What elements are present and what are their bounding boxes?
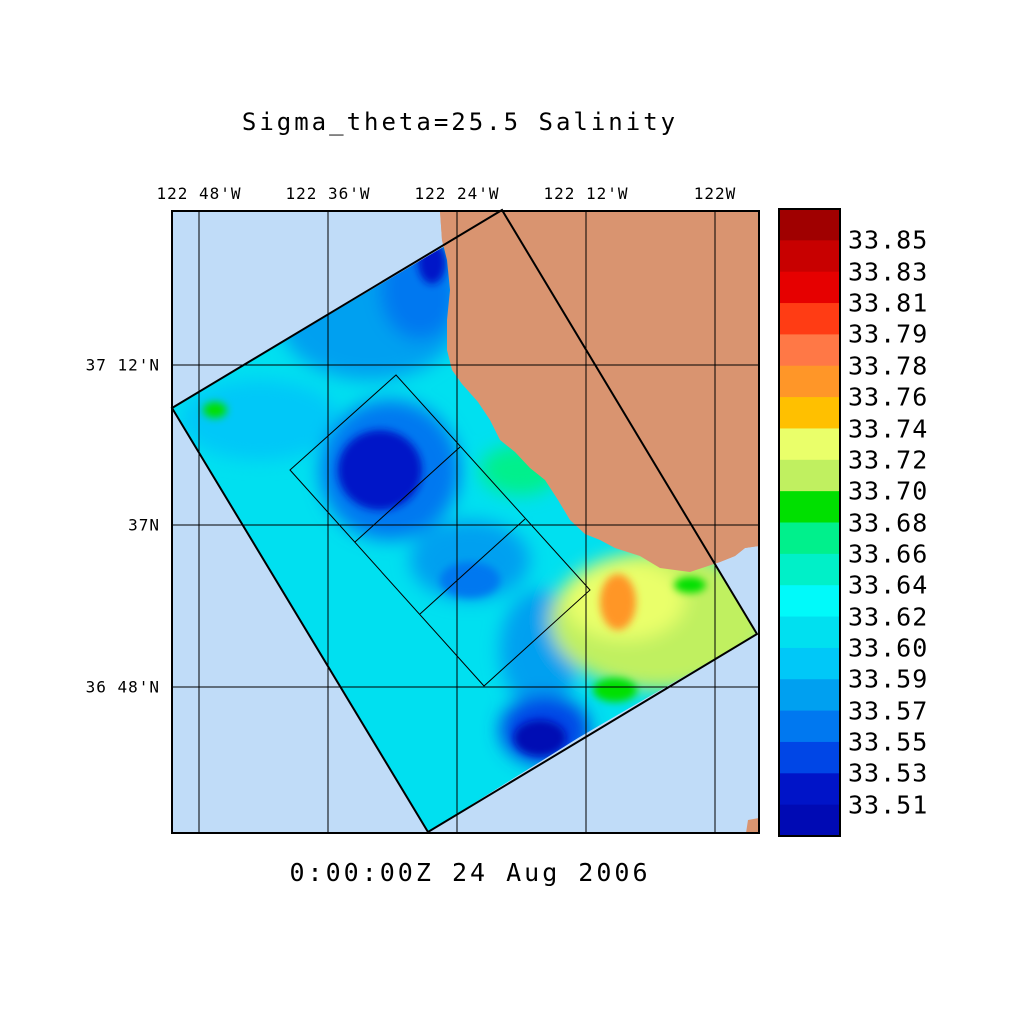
land-mask — [440, 211, 759, 572]
colorbar-swatch — [779, 773, 840, 806]
colorbar-swatch — [779, 428, 840, 461]
colorbar-label: 33.55 — [848, 727, 929, 757]
colorbar-swatch — [779, 585, 840, 618]
land-area — [746, 818, 759, 833]
colorbar-label: 33.66 — [848, 539, 929, 569]
lon-tick-label: 122W — [693, 184, 737, 203]
lon-tick-label: 122 24'W — [414, 184, 500, 203]
colorbar-label: 33.68 — [848, 508, 929, 537]
colorbar-swatch — [779, 240, 840, 273]
colorbar-swatch — [779, 209, 840, 241]
colorbar-swatch — [779, 804, 840, 837]
colorbar-label: 33.74 — [848, 414, 929, 443]
colorbar-swatch — [779, 741, 840, 774]
colorbar-swatch — [779, 271, 840, 304]
colorbar-swatch — [779, 491, 840, 523]
colorbar-label: 33.79 — [848, 319, 929, 349]
colorbar-swatch — [779, 553, 840, 586]
colorbar-swatch — [779, 710, 840, 743]
colorbar-label: 33.85 — [848, 225, 929, 255]
colorbar-label: 33.51 — [848, 790, 929, 820]
colorbar-swatch — [779, 459, 840, 492]
colorbar-label: 33.70 — [848, 476, 929, 506]
colorbar-swatch — [779, 334, 840, 367]
colorbar-swatch — [779, 397, 840, 429]
colorbar-swatch — [779, 616, 840, 649]
colorbar-label: 33.60 — [848, 633, 929, 663]
colorbar-label: 33.83 — [848, 257, 929, 287]
colorbar-label: 33.72 — [848, 445, 929, 475]
colorbar-label: 33.78 — [848, 351, 929, 381]
chart-title: Sigma_theta=25.5 Salinity — [241, 108, 679, 136]
colorbar-label: 33.53 — [848, 758, 929, 788]
colorbar-swatch — [779, 647, 840, 680]
colorbar-frame — [778, 208, 841, 837]
lat-tick-label: 36 48'N — [85, 677, 160, 697]
lon-tick-label: 122 48'W — [156, 184, 242, 203]
timestamp: 0:00:00Z 24 Aug 2006 — [289, 858, 651, 887]
colorbar-label: 33.81 — [848, 288, 929, 318]
colorbar-swatch — [779, 679, 840, 712]
colorbar-label: 33.57 — [848, 696, 929, 726]
lon-tick-label: 122 12'W — [543, 184, 629, 203]
colorbar-label: 33.64 — [848, 570, 929, 600]
colorbar-swatch — [779, 303, 840, 335]
colorbar-swatch — [779, 522, 840, 555]
colorbar-label: 33.62 — [848, 602, 929, 631]
colorbar-label: 33.59 — [848, 664, 929, 694]
plot-frame — [171, 210, 760, 834]
survey-grid — [289, 374, 591, 687]
colorbar-label: 33.76 — [848, 382, 929, 412]
lon-tick-label: 122 36'W — [285, 184, 371, 203]
lat-tick-label: 37 12'N — [85, 355, 160, 375]
colorbar-swatch — [779, 365, 840, 398]
graticule — [172, 211, 759, 833]
model-domain-outline — [170, 208, 759, 834]
lat-tick-label: 37N — [128, 515, 160, 535]
